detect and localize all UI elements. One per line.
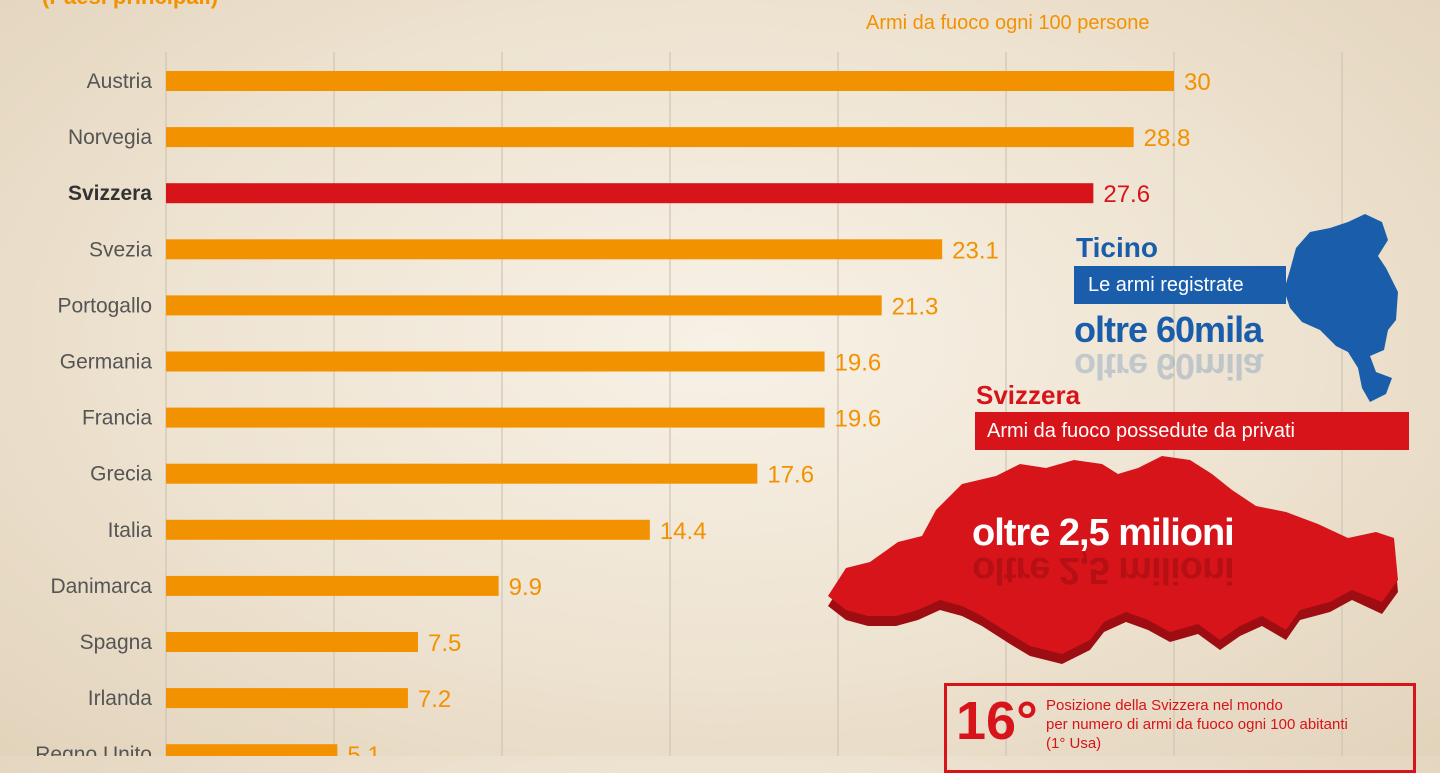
bar-austria [166, 71, 1174, 91]
bar-irlanda [166, 688, 408, 709]
category-label: Portogallo [57, 294, 152, 317]
value-label: 28.8 [1144, 125, 1191, 152]
bar-regno-unito [166, 744, 338, 756]
bar-svizzera [166, 183, 1094, 204]
value-label: 9.9 [509, 574, 542, 601]
value-label: 19.6 [835, 406, 882, 433]
bar-italia [166, 519, 650, 540]
value-label: 7.5 [428, 630, 461, 657]
value-labels: 30 28.8 27.6 23.1 21.3 19.6 19.6 17.6 14.4 9.9 7.5… [347, 69, 1210, 756]
category-label: Danimarca [50, 575, 152, 598]
value-label: 23.1 [952, 237, 999, 264]
ticino-count-reflection: oltre 60mila [1074, 346, 1263, 387]
bar-grecia [166, 463, 758, 484]
category-label: Austria [87, 70, 153, 93]
category-label: Francia [82, 407, 152, 430]
switzerland-title: Svizzera [976, 380, 1081, 410]
category-labels: Austria Norvegia Svizzera Svezia Portogallo G… [35, 70, 152, 756]
value-label: 27.6 [1103, 181, 1150, 208]
ticino-count: oltre 60mila [1074, 309, 1263, 350]
category-label: Regno Unito [35, 743, 152, 756]
bar-spagna [166, 632, 418, 652]
bar-germania [166, 351, 825, 372]
category-label: Svezia [89, 238, 152, 261]
switzerland-count: oltre 2,5 milioni [972, 512, 1235, 554]
bar-chart: Austria Norvegia Svizzera Svezia Portogallo G… [35, 52, 1398, 756]
category-label: Irlanda [88, 687, 153, 710]
value-label: 7.2 [418, 686, 451, 713]
value-label: 30 [1184, 69, 1211, 96]
category-label: Germania [60, 351, 153, 374]
category-label: Grecia [90, 463, 152, 486]
value-label: 19.6 [835, 350, 882, 377]
chart-subtitle: (Paesi principali) [42, 0, 218, 10]
ranking-line-1: Posizione della Svizzera nel mondo [1046, 697, 1283, 714]
category-label: Spagna [80, 631, 153, 654]
ranking-line-3: (1° Usa) [1046, 735, 1102, 752]
ticino-map-icon [1284, 214, 1398, 402]
grid-lines [165, 52, 1343, 756]
value-label: 17.6 [767, 462, 814, 489]
bar-svezia [166, 239, 943, 260]
unit-label: Armi da fuoco ogni 100 persone [866, 12, 1150, 34]
bar-portogallo [166, 295, 882, 316]
switzerland-map-icon [828, 456, 1398, 654]
category-label: Norvegia [68, 126, 152, 149]
switzerland-label-box: Armi da fuoco possedute da privati [975, 412, 1409, 450]
ticino-title: Ticino [1076, 232, 1158, 263]
ranking-description: Posizione della Svizzera nel mondo per n… [1046, 696, 1406, 753]
value-label: 14.4 [660, 518, 707, 545]
bar-francia [166, 407, 825, 428]
ranking-line-2: per numero di armi da fuoco ogni 100 abi… [1046, 716, 1348, 733]
value-label: 5.1 [347, 742, 380, 756]
bars [166, 71, 1174, 756]
switzerland-count-reflection: oltre 2,5 milioni [972, 549, 1234, 591]
ticino-label-box: Le armi registrate [1074, 266, 1286, 304]
value-label: 21.3 [892, 293, 939, 320]
bar-norvegia [166, 127, 1134, 148]
bar-danimarca [166, 575, 499, 596]
ranking-position: 16° [956, 691, 1038, 751]
category-label: Italia [108, 519, 153, 542]
category-label: Svizzera [68, 182, 152, 205]
